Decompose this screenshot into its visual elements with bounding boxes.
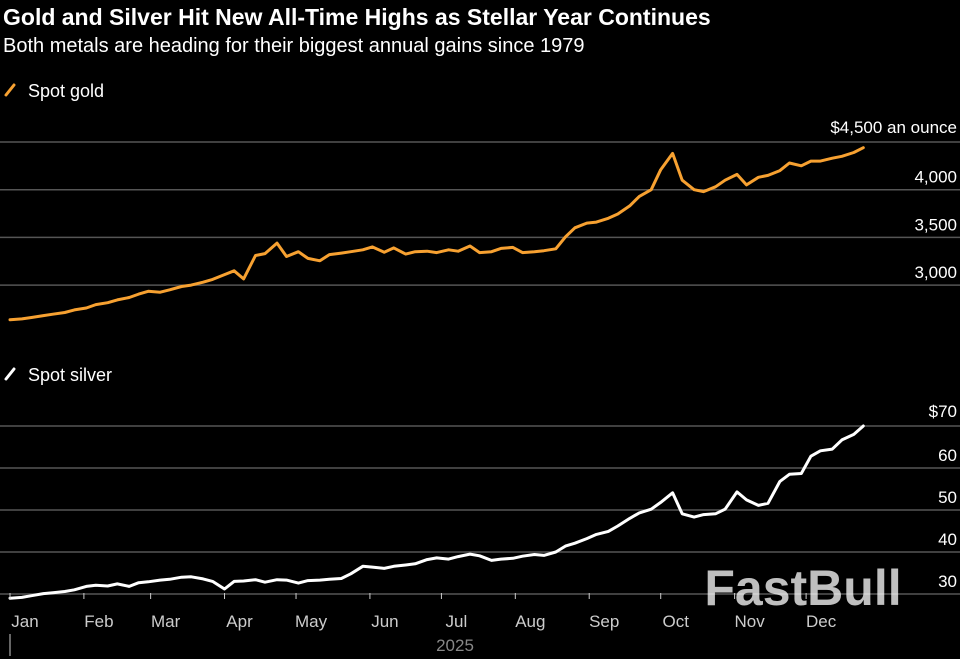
silver-unit-label: $70 bbox=[929, 402, 957, 421]
x-tick-label: Dec bbox=[806, 612, 837, 631]
silver-y-tick-label: 60 bbox=[938, 446, 957, 465]
gold-series-line bbox=[8, 146, 865, 322]
silver-y-tick-label: 30 bbox=[938, 572, 957, 591]
silver-y-tick-label: 40 bbox=[938, 530, 957, 549]
x-tick-label: Jun bbox=[371, 612, 398, 631]
silver-series-line bbox=[8, 424, 865, 600]
x-tick-label: Sep bbox=[589, 612, 619, 631]
x-tick-label: Oct bbox=[662, 612, 689, 631]
gold-y-tick-label: 3,000 bbox=[914, 263, 957, 282]
gold-legend-swatch bbox=[4, 83, 16, 97]
x-tick-label: May bbox=[295, 612, 328, 631]
x-tick-label: Jan bbox=[11, 612, 38, 631]
gold-y-tick-label: 4,000 bbox=[914, 168, 957, 187]
x-tick-label: Feb bbox=[84, 612, 113, 631]
x-tick-label: Mar bbox=[151, 612, 181, 631]
x-tick-label: Nov bbox=[734, 612, 765, 631]
silver-y-tick-label: 50 bbox=[938, 488, 957, 507]
gold-y-tick-label: 3,500 bbox=[914, 215, 957, 234]
silver-legend-swatch bbox=[4, 367, 16, 381]
gold-legend-label: Spot gold bbox=[28, 81, 104, 101]
year-label: 2025 bbox=[436, 636, 474, 655]
chart-subtitle: Both metals are heading for their bigges… bbox=[3, 35, 585, 57]
x-tick-label: Apr bbox=[226, 612, 253, 631]
silver-legend-label: Spot silver bbox=[28, 365, 112, 385]
x-tick-label: Jul bbox=[446, 612, 468, 631]
chart-title: Gold and Silver Hit New All-Time Highs a… bbox=[3, 4, 711, 30]
fastbull-watermark: FastBull bbox=[704, 560, 901, 616]
x-tick-label: Aug bbox=[515, 612, 545, 631]
gold-unit-label: $4,500 an ounce bbox=[830, 118, 957, 137]
